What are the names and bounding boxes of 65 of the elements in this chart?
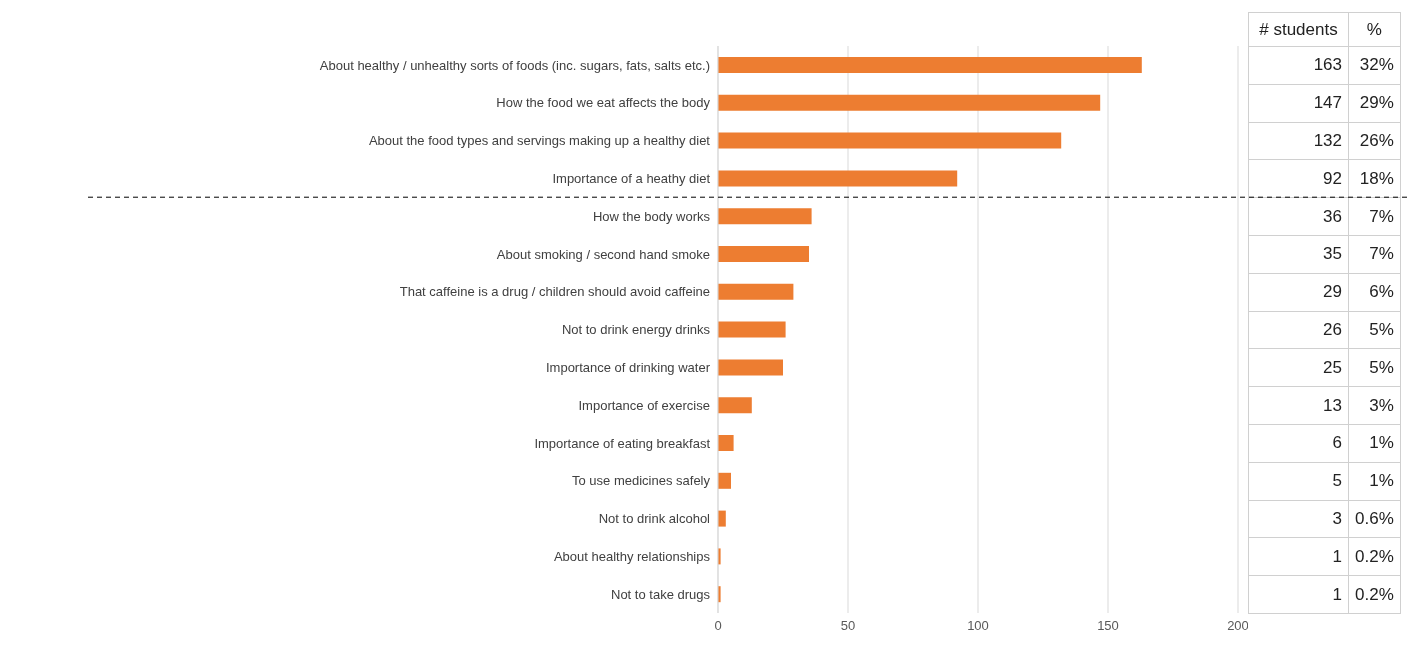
text: 26%: [1348, 122, 1401, 160]
y-tick-label: That caffeine is a drug / children should avoid caffeine: [399, 284, 710, 300]
data-label: 132: [1248, 122, 1349, 160]
y-tick-label: Importance of a heathy diet: [552, 170, 711, 186]
text: 29%: [1348, 84, 1401, 123]
bar: [718, 321, 786, 338]
y-tick-label: About smoking / second hand smoke: [496, 246, 710, 262]
text: %: [1348, 12, 1401, 47]
y-tick-label: Not to drink alcohol: [598, 511, 711, 527]
data-label: 1: [1248, 575, 1349, 614]
bar: [718, 208, 812, 225]
bar: [718, 397, 752, 414]
data-label: 92: [1248, 159, 1349, 198]
bar: [718, 435, 734, 451]
data-label: 1: [1248, 537, 1349, 576]
text: # students: [1248, 12, 1349, 47]
text: 5%: [1348, 311, 1401, 349]
data-label: 36: [1248, 197, 1349, 236]
text: 0.2%: [1348, 537, 1401, 576]
text: 6%: [1348, 273, 1401, 312]
data-label: 147: [1248, 84, 1349, 123]
bar: [718, 472, 731, 489]
bar: [718, 510, 726, 527]
x-tick-label: 50: [840, 618, 856, 634]
text: 0.6%: [1348, 500, 1401, 538]
y-tick-label: To use medicines safely: [571, 473, 711, 489]
y-tick-label: How the food we eat affects the body: [496, 95, 711, 111]
y-tick-label: About the food types and servings making up a healthy diet: [368, 133, 711, 149]
data-label: 13: [1248, 386, 1349, 425]
data-label: 6: [1248, 424, 1349, 463]
data-label: 26: [1248, 311, 1349, 349]
data-label: 5: [1248, 462, 1349, 501]
y-tick-label: About healthy / unhealthy sorts of foods (inc. sugars, fats, salts etc.): [319, 57, 710, 73]
x-tick-label: 150: [1097, 618, 1119, 634]
data-label: 35: [1248, 235, 1349, 274]
text: 18%: [1348, 159, 1401, 198]
text: 3%: [1348, 386, 1401, 425]
y-tick-label: Not to take drugs: [611, 586, 711, 602]
data-label: 163: [1248, 46, 1349, 85]
text: 32%: [1348, 46, 1401, 85]
bar: [718, 246, 809, 262]
bar: [718, 132, 1062, 149]
bar: [718, 170, 958, 187]
text: 7%: [1348, 235, 1401, 274]
y-tick-label: About healthy relationships: [553, 548, 711, 564]
y-tick-label: Importance of eating breakfast: [534, 435, 711, 451]
text: 7%: [1348, 197, 1401, 236]
text: 5%: [1348, 348, 1401, 387]
y-tick-label: Importance of drinking water: [545, 359, 711, 375]
y-tick-label: Importance of exercise: [578, 397, 710, 413]
text: 1%: [1348, 424, 1401, 463]
x-tick-label: 0: [714, 618, 722, 634]
data-label: 29: [1248, 273, 1349, 312]
text: 1%: [1348, 462, 1401, 501]
data-label: 25: [1248, 348, 1349, 387]
bar: [718, 94, 1101, 111]
bar: [718, 359, 783, 376]
bar: [718, 57, 1142, 73]
x-tick-label: 200: [1227, 618, 1249, 634]
x-tick-label: 100: [967, 618, 989, 634]
bar: [718, 283, 794, 300]
y-tick-label: Not to drink energy drinks: [561, 322, 711, 338]
text: 0.2%: [1348, 575, 1401, 614]
data-label: 3: [1248, 500, 1349, 538]
y-tick-label: How the body works: [592, 208, 711, 224]
